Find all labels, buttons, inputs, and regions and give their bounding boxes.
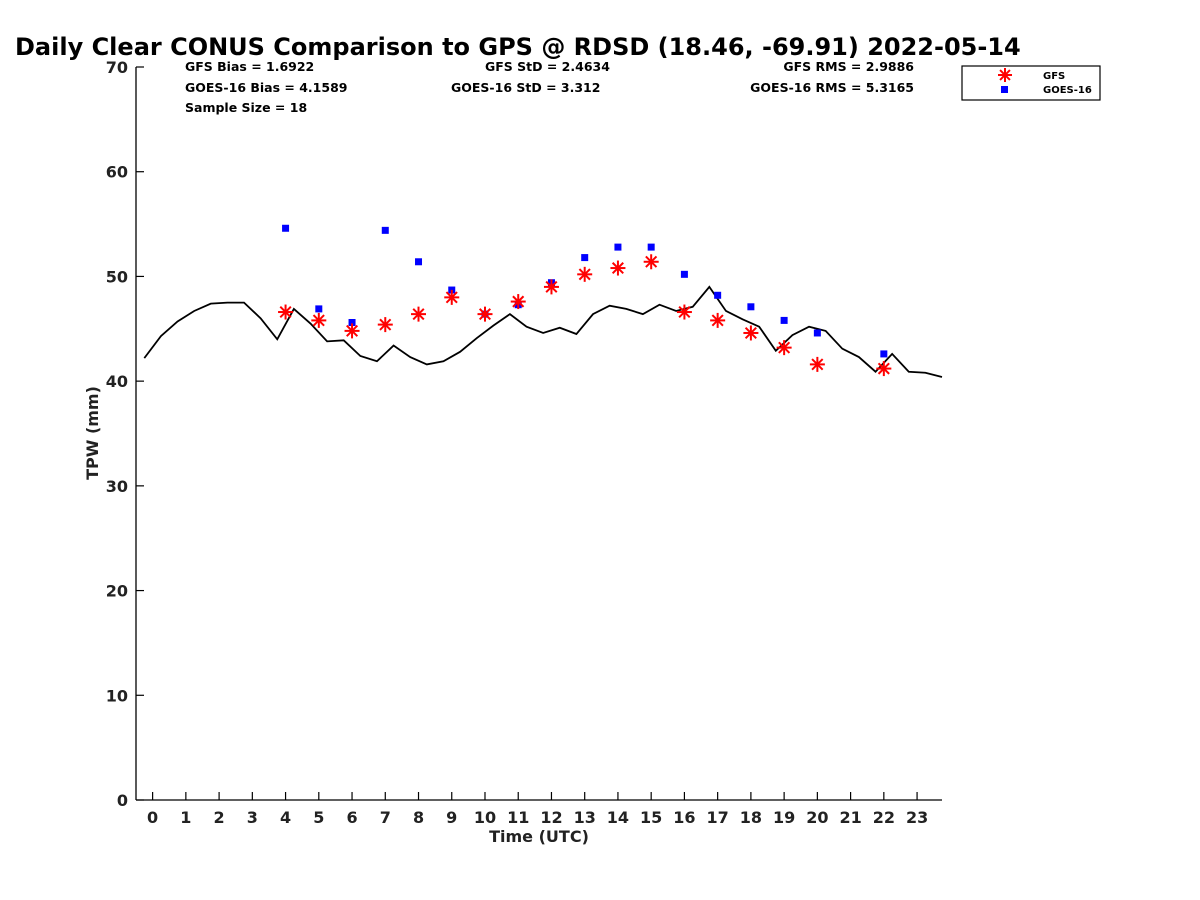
x-tick-label: 12 (540, 808, 562, 827)
x-tick-label: 2 (214, 808, 225, 827)
stat-gfs-bias: GFS Bias = 1.6922 (185, 59, 314, 74)
x-tick-label: 8 (413, 808, 424, 827)
gfs-point (477, 306, 493, 322)
x-tick-label: 14 (607, 808, 629, 827)
x-tick-label: 18 (740, 808, 762, 827)
x-axis-label: Time (UTC) (489, 827, 589, 846)
stat-goes-std: GOES-16 StD = 3.312 (451, 80, 600, 95)
y-tick-label: 30 (106, 477, 128, 496)
x-tick-label: 3 (247, 808, 258, 827)
gfs-point (710, 312, 726, 328)
x-tick-label: 7 (380, 808, 391, 827)
gfs-point (377, 317, 393, 333)
x-tick-label: 21 (839, 808, 861, 827)
x-tick-label: 20 (806, 808, 828, 827)
x-tick-label: 0 (147, 808, 158, 827)
stat-gfs-rms: GFS RMS = 2.9886 (783, 59, 914, 74)
y-tick-label: 20 (106, 582, 128, 601)
gfs-point (577, 266, 593, 282)
gps-line (143, 285, 943, 378)
gfs-point (876, 361, 892, 377)
axes (135, 67, 942, 801)
goes16-point (315, 305, 323, 313)
goes16-point (747, 303, 755, 311)
x-tick-label: 11 (507, 808, 529, 827)
gfs-point (344, 323, 360, 339)
x-tick-label: 15 (640, 808, 662, 827)
stat-goes-bias: GOES-16 Bias = 4.1589 (185, 80, 347, 95)
gfs-point (411, 306, 427, 322)
gfs-point (610, 260, 626, 276)
x-tick-label: 6 (346, 808, 357, 827)
x-tick-label: 1 (180, 808, 191, 827)
goes16-point (348, 319, 356, 327)
goes16-point (415, 258, 423, 266)
goes16-point (813, 329, 821, 337)
gfs-point (311, 312, 327, 328)
gfs-point (444, 289, 460, 305)
x-tick-label: 17 (707, 808, 729, 827)
x-tick-label: 19 (773, 808, 795, 827)
goes16-point (780, 316, 788, 324)
legend: GFS GOES-16 (961, 65, 1101, 101)
gfs-point (809, 356, 825, 372)
legend-box (961, 65, 1101, 101)
goes16-point (282, 224, 290, 232)
y-tick-label: 70 (106, 58, 128, 77)
goes16-point (880, 350, 888, 358)
x-tick-label: 22 (873, 808, 895, 827)
y-tick-label: 10 (106, 686, 128, 705)
gfs-point (776, 340, 792, 356)
x-tick-label: 5 (313, 808, 324, 827)
stat-gfs-std: GFS StD = 2.4634 (485, 59, 610, 74)
goes16-point (614, 243, 622, 251)
y-tick-label: 50 (106, 267, 128, 286)
gfs-point (676, 304, 692, 320)
goes16-point (581, 254, 589, 262)
gfs-point (743, 325, 759, 341)
x-tick-label: 10 (474, 808, 496, 827)
x-tick-label: 9 (446, 808, 457, 827)
goes16-point (680, 270, 688, 278)
goes16-point (647, 243, 655, 251)
y-tick-label: 60 (106, 163, 128, 182)
chart-title: Daily Clear CONUS Comparison to GPS @ RD… (15, 33, 1021, 61)
x-tick-label: 23 (906, 808, 928, 827)
x-axis-ticks: 0 1 2 3 4 5 6 7 8 9 10 11 12 13 14 15 16 17 18 19 20 21 22 23 (147, 792, 928, 827)
x-tick-label: 4 (280, 808, 291, 827)
y-tick-label: 40 (106, 372, 128, 391)
goes16-point (714, 291, 722, 299)
y-tick-label: 0 (117, 791, 128, 810)
goes16-point (381, 226, 389, 234)
x-tick-label: 16 (673, 808, 695, 827)
gfs-point (543, 279, 559, 295)
stat-sample-size: Sample Size = 18 (185, 100, 307, 115)
legend-gfs-marker (998, 68, 1012, 82)
gfs-point (510, 294, 526, 310)
stats-block: GFS Bias = 1.6922 GOES-16 Bias = 4.1589 … (185, 59, 914, 115)
legend-gfs-star (998, 68, 1012, 82)
legend-gfs-label: GFS (1043, 71, 1065, 82)
legend-goes-marker (1001, 86, 1008, 93)
y-axis-label: TPW (mm) (83, 386, 102, 480)
gfs-point (643, 254, 659, 270)
legend-goes-label: GOES-16 (1043, 85, 1092, 96)
x-tick-label: 13 (574, 808, 596, 827)
stat-goes-rms: GOES-16 RMS = 5.3165 (750, 80, 914, 95)
y-axis-ticks: 0 10 20 30 40 50 60 70 (106, 58, 144, 810)
gfs-point (278, 304, 294, 320)
plot-area (143, 224, 943, 378)
